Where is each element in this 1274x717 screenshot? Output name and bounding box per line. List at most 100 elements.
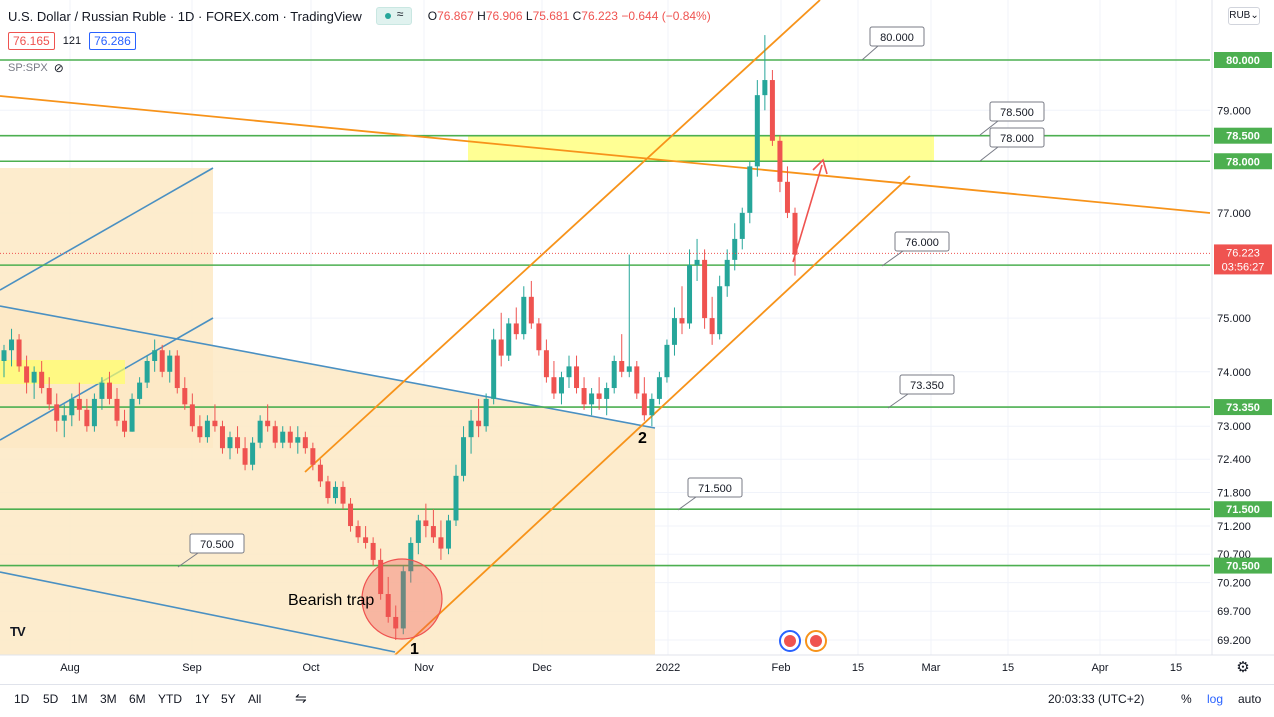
candle-body [521, 296, 527, 335]
level-price-tag [1214, 501, 1272, 518]
callout-box [899, 374, 955, 395]
candle [1, 344, 7, 378]
timeframe-1d[interactable]: 1D [14, 692, 30, 706]
candle-body [415, 520, 421, 543]
candle-body [400, 571, 406, 629]
candle [227, 431, 233, 460]
candle-body [784, 181, 790, 213]
settings-gear-icon: ⚙ [1236, 658, 1249, 676]
callout-text: 78.000 [1000, 133, 1034, 145]
hide-eye-icon[interactable]: ⊘ [53, 61, 64, 75]
candle [513, 307, 519, 340]
level-price-tag-text: 80.000 [1226, 55, 1260, 67]
candle [558, 371, 564, 405]
log-toggle[interactable]: log [1207, 692, 1224, 706]
candle [687, 249, 693, 329]
candle [566, 355, 572, 389]
candle-body [91, 398, 97, 427]
candle [24, 355, 30, 394]
currency-select[interactable]: RUB⌄ [1228, 7, 1260, 25]
clock-readout[interactable]: 20:03:33 (UTC+2) [1048, 692, 1145, 706]
candle-body [46, 388, 52, 405]
candle [709, 296, 715, 345]
candle-body [626, 366, 632, 372]
candle [61, 404, 67, 438]
candle-body [287, 431, 293, 443]
candle [574, 355, 580, 394]
candle [84, 398, 90, 432]
candle [106, 371, 112, 405]
candle-body [378, 559, 384, 595]
timeframe-1y[interactable]: 1Y [195, 692, 210, 706]
candle [46, 377, 52, 410]
candle-body [694, 259, 700, 266]
callout-box [989, 127, 1045, 148]
candle-body [84, 409, 90, 427]
candle-body [604, 388, 610, 399]
ohlc-readout: O76.867 H76.906 L75.681 C76.223 −0.644 (… [428, 9, 711, 23]
price-callout: 80.000 [861, 26, 925, 61]
price-tick-label: 69.700 [1217, 606, 1251, 618]
candle [445, 514, 451, 555]
candle-body [325, 481, 331, 499]
bearish-trap-label: Bearish trap [288, 592, 375, 609]
sell-button[interactable]: 76.165 [8, 32, 55, 50]
timeframe-5y[interactable]: 5Y [221, 692, 236, 706]
candle-body [551, 377, 557, 394]
candle [219, 420, 225, 454]
candle [476, 398, 482, 438]
candle [483, 393, 489, 432]
callout-text: 70.500 [200, 539, 234, 551]
candle-body [54, 404, 60, 421]
candle [152, 339, 158, 372]
candle [204, 415, 210, 443]
timeframe-3m[interactable]: 3M [100, 692, 117, 706]
candle [370, 537, 376, 566]
candle [114, 388, 120, 427]
candle-body [769, 80, 775, 141]
buy-button[interactable]: 76.286 [89, 32, 136, 50]
percent-toggle[interactable]: % [1181, 692, 1192, 706]
symbol-title[interactable]: U.S. Dollar / Russian Ruble · 1D · FOREX… [8, 8, 362, 24]
indicator-name[interactable]: SP:SPX [8, 62, 48, 74]
candle [732, 223, 738, 271]
price-tick-label: 79.000 [1217, 105, 1251, 117]
candle-body [543, 350, 549, 378]
candle-body [227, 437, 233, 449]
candle-body [393, 616, 399, 629]
candle-body [536, 323, 542, 351]
timeframe-all[interactable]: All [248, 692, 262, 706]
candle-body [355, 526, 361, 538]
candle [694, 238, 700, 281]
date-range-icon[interactable]: ⇋ [295, 690, 307, 706]
level-price-tag-text: 78.000 [1226, 156, 1260, 168]
close-label: C [572, 9, 582, 23]
timeframe-6m[interactable]: 6M [129, 692, 146, 706]
callout-pointer [887, 393, 909, 409]
market-status-pill[interactable]: ≈ [375, 7, 412, 25]
candle [717, 275, 723, 340]
timeframe-5d[interactable]: 5D [43, 692, 59, 706]
callout-box [989, 101, 1045, 122]
auto-toggle[interactable]: auto [1238, 692, 1262, 706]
timeframe-ytd[interactable]: YTD [158, 692, 182, 706]
timeframe-1m[interactable]: 1M [71, 692, 88, 706]
time-tick-label: 15 [1002, 662, 1014, 674]
candle-body [137, 382, 143, 399]
time-tick-label: 15 [852, 662, 864, 674]
candle-body [596, 393, 602, 399]
low-value: 75.681 [532, 9, 570, 23]
candle-body [702, 259, 708, 319]
candle-body [574, 366, 580, 389]
candle-body [302, 437, 308, 449]
high-value: 76.906 [485, 9, 523, 23]
candle-body [792, 212, 798, 255]
chart-canvas[interactable]: 80.000 78.500 78.000 76.000 73.350 71.500 70.5… [0, 0, 1274, 684]
candle [257, 415, 263, 449]
candle-body [671, 318, 677, 345]
point-2-label: 2 [638, 430, 647, 447]
candle-body [265, 420, 271, 427]
candle-body [430, 526, 436, 538]
candle-body [332, 486, 338, 499]
candle-body [189, 404, 195, 427]
